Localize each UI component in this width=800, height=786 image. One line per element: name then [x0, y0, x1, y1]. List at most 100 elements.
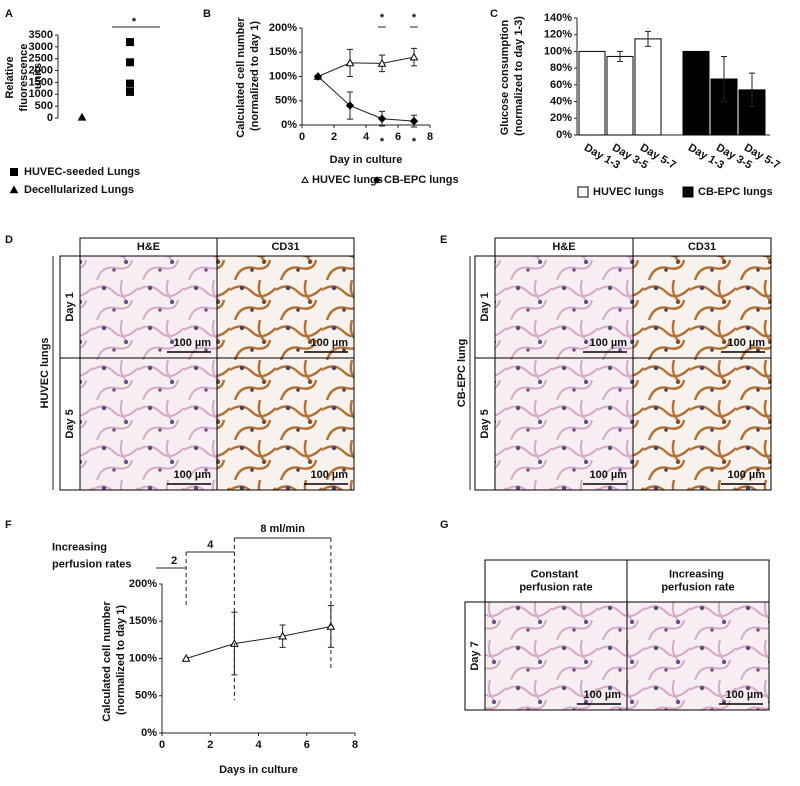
scale-bar-label: 100 µm	[310, 469, 348, 481]
annotation: *	[132, 16, 137, 28]
header-cell	[626, 559, 770, 603]
y-tick-label: 60%	[550, 79, 572, 91]
perfusion-bracket	[156, 537, 331, 569]
x-tick-label: 0	[159, 739, 165, 751]
legend-label: CB-EPC lungs	[384, 174, 459, 186]
micrograph	[626, 601, 770, 711]
marker	[278, 631, 287, 640]
error-bar	[721, 55, 727, 103]
y-tick-label: 120%	[544, 29, 572, 41]
y-tick-label: 140%	[544, 12, 572, 24]
marker	[126, 87, 134, 96]
annotation: 8 ml/min	[260, 523, 305, 535]
row-label: Day 5	[64, 409, 76, 438]
annotation: *	[412, 12, 417, 24]
y-tick-label: 200%	[269, 22, 297, 34]
x-axis-label: Day in culture	[330, 154, 403, 166]
micrograph	[216, 255, 355, 359]
micrograph	[79, 255, 218, 359]
y-tick-label: 20%	[550, 112, 572, 124]
marker	[409, 52, 419, 61]
legend-label: HUVEC lungs	[312, 174, 383, 186]
y-tick-label: 3000	[29, 41, 53, 53]
scale-bar-label: 100 µm	[589, 337, 627, 349]
y-tick-label: 1500	[29, 76, 53, 88]
legend-label: Decellularized Lungs	[24, 184, 134, 196]
annotation: *	[380, 12, 385, 24]
group-label: HUVEC lungs	[39, 338, 51, 409]
panel-label: B	[203, 8, 211, 20]
y-tick-label: 0%	[556, 129, 572, 141]
y-tick-label: 1000	[29, 88, 53, 100]
micrograph	[494, 255, 634, 359]
x-tick-label: 0	[299, 131, 305, 143]
scale-bar-label: 100 µm	[173, 337, 211, 349]
y-tick-label: 3500	[29, 29, 53, 41]
y-tick-label: 100%	[269, 70, 297, 82]
series-line	[317, 56, 415, 77]
marker	[409, 116, 419, 126]
legend-marker	[682, 186, 694, 198]
series-line	[185, 625, 331, 659]
y-tick-label: 2000	[29, 64, 53, 76]
annotation: *	[412, 136, 417, 148]
scale-bar-label: 100 µm	[310, 337, 348, 349]
micrograph	[216, 357, 355, 491]
y-tick-label: 200%	[129, 578, 157, 590]
y-axis-label: Calculated cell number (normalized to da…	[101, 598, 127, 721]
x-tick-label: 4	[255, 739, 262, 751]
y-axis-label: Glucose consumption (normalized to day 1…	[499, 16, 525, 136]
legend-marker	[9, 185, 19, 194]
panel-label: G	[440, 519, 449, 531]
marker	[377, 114, 387, 123]
x-tick-label: 6	[395, 131, 401, 143]
annotation: *	[380, 136, 385, 148]
y-tick-label: 2500	[29, 53, 53, 65]
row-label: Day 7	[469, 641, 481, 670]
marker	[345, 101, 355, 110]
column-header: H&E	[552, 241, 575, 253]
scale-bar-label: 100 µm	[589, 469, 627, 481]
marker	[181, 653, 191, 662]
panel-label: A	[5, 8, 13, 20]
legend-marker	[301, 175, 309, 183]
y-tick-label: 0%	[281, 119, 297, 131]
x-tick-label: 2	[331, 131, 337, 143]
y-tick-label: 100%	[544, 45, 572, 57]
y-tick-label: 40%	[550, 95, 572, 107]
column-header: CD31	[688, 241, 716, 253]
error-bar	[617, 50, 623, 62]
micrograph	[632, 357, 772, 491]
y-tick-label: 80%	[550, 62, 572, 74]
marker	[313, 72, 323, 81]
bar	[606, 55, 634, 136]
column-header: Constant perfusion rate	[519, 568, 592, 593]
scale-bar-label: 100 µm	[173, 469, 211, 481]
panel-label: E	[440, 234, 447, 246]
column-header: H&E	[137, 241, 160, 253]
row-label: Day 5	[479, 409, 491, 438]
scale-bar-label: 100 µm	[727, 469, 765, 481]
micrograph	[79, 357, 218, 491]
bar	[634, 38, 662, 136]
y-tick-label: 50%	[275, 95, 297, 107]
y-tick-label: 0%	[141, 727, 157, 739]
marker	[77, 112, 87, 121]
y-tick-label: 50%	[135, 690, 157, 702]
annotation: 2	[171, 555, 177, 567]
x-tick-label: 6	[304, 739, 310, 751]
bar	[578, 50, 606, 136]
header-cell	[484, 559, 628, 603]
y-tick-label: 150%	[269, 46, 297, 58]
group-label: CB-EPC lung	[456, 339, 468, 407]
marker	[345, 58, 355, 67]
legend-label: HUVEC-seeded Lungs	[24, 166, 140, 178]
y-axis-label: Calculated cell number (normalized to da…	[235, 14, 261, 137]
legend-marker	[10, 168, 18, 176]
y-axis-label: Relative fluorescence units	[4, 41, 44, 112]
column-header: CD31	[271, 241, 299, 253]
annotation: Increasing perfusion rates	[52, 541, 131, 570]
x-tick-label: 8	[352, 739, 358, 751]
